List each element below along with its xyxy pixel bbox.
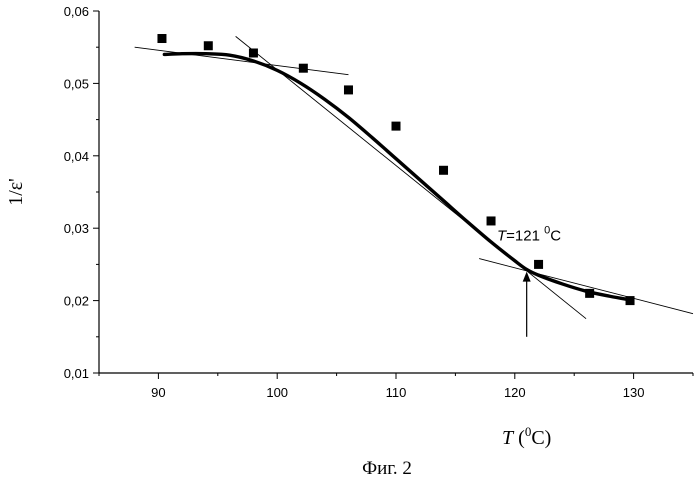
x-tick-label: 110 [386,385,407,400]
fit-curve [164,54,630,300]
x-axis-paren-open: ( [513,427,525,449]
data-point [157,34,166,43]
data-point [534,260,543,269]
annotation-value: =121 [506,228,544,245]
y-tick-label: 0,03 [64,221,89,236]
tangent-line [479,259,693,314]
y-tick-label: 0,06 [64,4,89,19]
fit-curve-layer [164,54,630,300]
data-points [157,34,634,305]
x-axis-title: T (0C) [502,424,551,449]
data-point [249,48,258,57]
axis-ticks: 90 100 110 120 130 0,01 0,02 0,03 0,04 0,05 0,06 [64,4,693,400]
y-tick-label: 0,05 [64,76,89,91]
tangent-lines [135,36,693,318]
x-tick-label: 120 [504,385,526,400]
tangent-line [135,47,349,75]
y-tick-label: 0,04 [64,149,89,164]
data-point [626,296,635,305]
y-axis-title: 1/ε' [5,178,27,206]
x-tick-label: 130 [623,385,645,400]
x-tick-label: 90 [151,385,165,400]
y-tick-label: 0,02 [64,294,89,309]
data-point [585,289,594,298]
data-point [392,122,401,131]
y-tick-label: 0,01 [64,366,89,381]
data-point [487,216,496,225]
data-point [204,41,213,50]
data-point [299,64,308,73]
tangent-line [236,36,586,318]
annotation-label: T=121 0C [497,225,561,245]
figure-caption: Фиг. 2 [362,458,412,479]
annotation-unit: C [550,228,561,245]
x-tick-label: 100 [266,385,288,400]
data-point [344,85,353,94]
plot-area [99,11,693,373]
data-point [439,166,448,175]
x-axis-unit: C) [531,427,551,449]
